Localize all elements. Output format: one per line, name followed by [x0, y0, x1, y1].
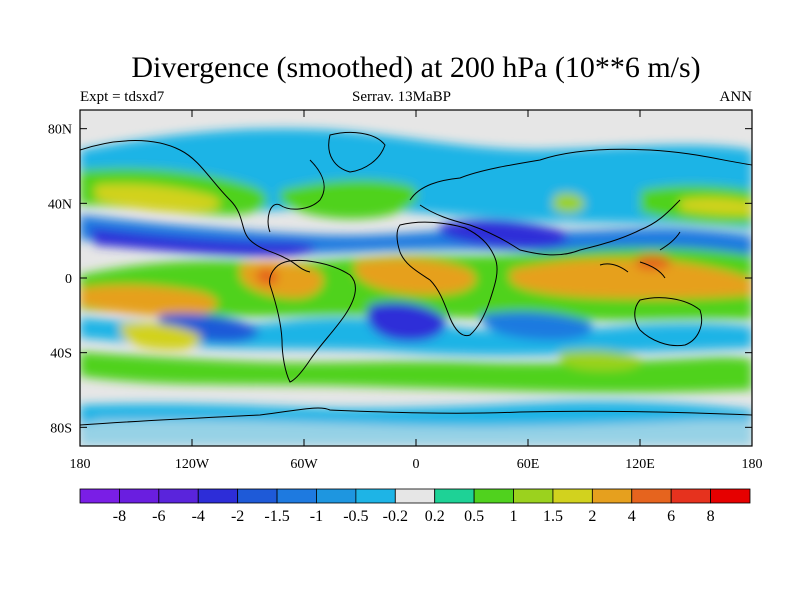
lat-tick-label: 0 [65, 272, 72, 287]
colorbar-label: 0.5 [464, 508, 484, 525]
lat-tick-label: 80N [48, 123, 72, 138]
field-south-atlantic-deep-blue [367, 302, 446, 342]
colorbar-swatch [670, 488, 711, 504]
lon-tick-label: 0 [413, 457, 420, 472]
colorbar [79, 488, 751, 504]
colorbar-label: -1.5 [264, 508, 289, 525]
colorbar-label: 1.5 [543, 508, 563, 525]
lat-tick-label: 40S [50, 347, 72, 362]
field-south-indian-yellow [559, 350, 641, 371]
colorbar-label: 6 [667, 508, 675, 525]
colorbar-labels: -8 -6 -4 -2 -1.5 -1 -0.5 -0.2 0.2 0.5 1 1.5 2 4 6 8 [113, 508, 715, 525]
field-indian-blue [440, 219, 568, 249]
colorbar-label: -8 [113, 508, 126, 525]
coastline-maritime [599, 231, 681, 279]
colorbar-swatch [513, 488, 554, 504]
longitude-axis: 180 120W 60W 0 60E 120E 180 [70, 110, 763, 472]
lon-tick-label: 120W [175, 457, 210, 472]
colorbar-swatch [434, 488, 475, 504]
field-north-deep-blue-band [90, 228, 316, 257]
colorbar-swatch [355, 488, 396, 504]
field-antarctic-neutral [80, 419, 752, 446]
map-title: Divergence (smoothed) at 200 hPa (10**6 … [131, 51, 701, 84]
lat-tick-label: 40N [48, 197, 72, 212]
colorbar-swatch [158, 488, 199, 504]
experiment-label: Expt = tdsxd7 [80, 89, 165, 105]
colorbar-swatch [710, 488, 751, 504]
colorbar-swatch [197, 488, 239, 504]
coastline-australia [634, 297, 703, 347]
colorbar-label: -1 [310, 508, 323, 525]
colorbar-swatch [119, 488, 160, 504]
coastline-south-america [269, 260, 356, 383]
colorbar-swatch [394, 488, 436, 504]
field-south-indian-blue [480, 311, 593, 341]
coastline-north-america [80, 140, 325, 273]
colorbar-swatch [591, 488, 633, 504]
colorbar-label: 8 [707, 508, 715, 525]
latitude-axis: 80N 40N 0 40S 80S [48, 123, 752, 436]
colorbar-swatch [276, 488, 317, 504]
field-pacific-north-yellow [680, 197, 752, 216]
field-atlantic-north-green [280, 179, 418, 219]
colorbar-swatch [316, 488, 357, 504]
field-indian-pacific-orange [510, 258, 752, 299]
field-asia-green-patch [552, 193, 585, 213]
colorbar-swatch [237, 488, 278, 504]
field-south-pacific-yellow [119, 323, 201, 350]
coastline-africa [396, 221, 498, 337]
colorbar-swatch [552, 488, 593, 504]
field-north-band-yellow [95, 183, 221, 212]
coastline-antarctica [80, 407, 752, 426]
lon-tick-label: 180 [70, 457, 91, 472]
lon-tick-label: 60W [290, 457, 318, 472]
field-atlantic-africa-orange [355, 258, 476, 295]
colorbar-label: -4 [192, 508, 205, 525]
colorbar-swatch [79, 488, 120, 504]
colorbar-swatch [631, 488, 672, 504]
divergence-field [80, 110, 752, 446]
colorbar-label: 2 [588, 508, 596, 525]
colorbar-label: -0.2 [383, 508, 408, 525]
lat-tick-label: 80S [50, 421, 72, 436]
colorbar-label: -2 [231, 508, 244, 525]
colorbar-label: 4 [628, 508, 636, 525]
colorbar-swatch [473, 488, 514, 504]
colorbar-label: -6 [152, 508, 165, 525]
lon-tick-label: 180 [742, 457, 763, 472]
coastline-greenland [328, 132, 386, 173]
scenario-label: Serrav. 13MaBP [352, 89, 452, 105]
colorbar-label: 0.2 [425, 508, 445, 525]
field-maritime-red [635, 254, 672, 270]
season-label: ANN [719, 89, 753, 105]
lon-tick-label: 60E [517, 457, 540, 472]
colorbar-label: 1 [510, 508, 518, 525]
coastline-eurasia [409, 148, 752, 256]
colorbar-label: -0.5 [343, 508, 368, 525]
lon-tick-label: 120E [625, 457, 655, 472]
field-southern-ocean-green [80, 352, 752, 393]
field-equatorial-orange-west [80, 284, 218, 317]
coastlines [80, 132, 752, 426]
field-south-america-red [256, 268, 279, 285]
